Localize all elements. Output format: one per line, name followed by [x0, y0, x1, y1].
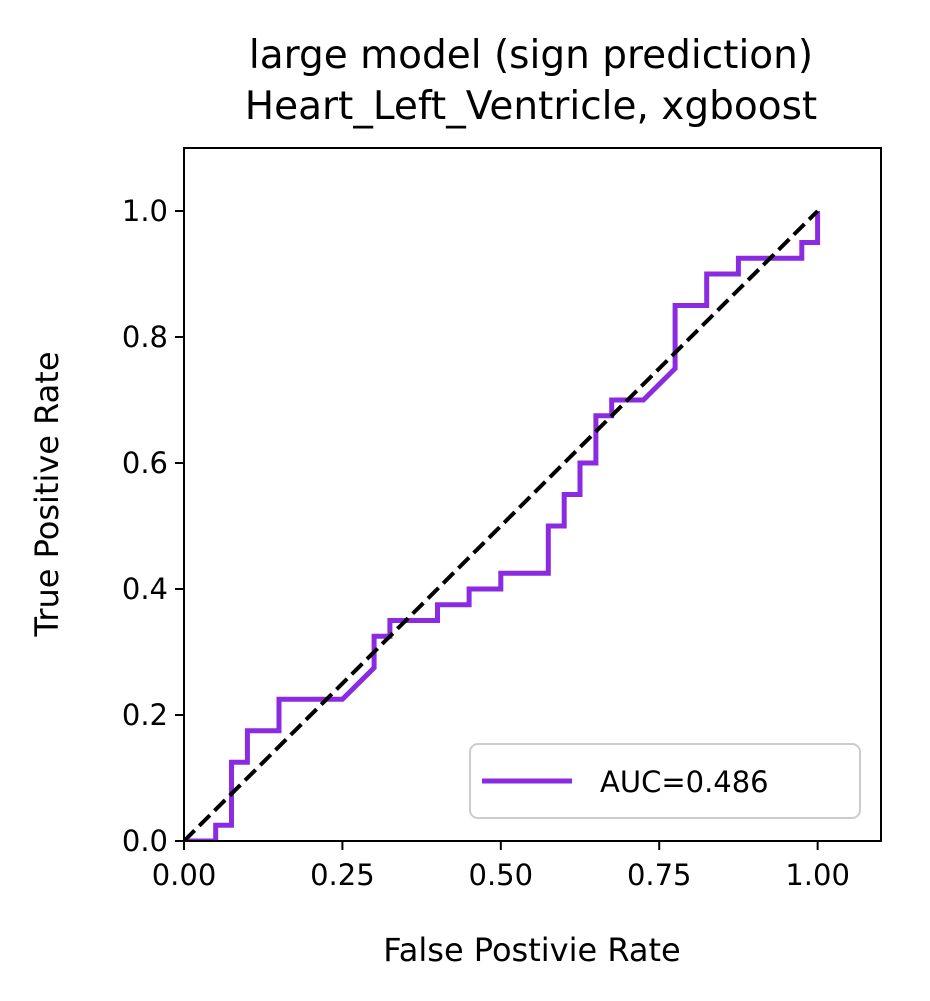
y-tick-label: 0.2	[122, 698, 168, 732]
x-tick-label: 1.00	[785, 858, 850, 892]
y-tick-label: 1.0	[122, 194, 168, 228]
y-tick-label: 0.8	[122, 320, 168, 354]
legend-label: AUC=0.486	[600, 765, 769, 799]
roc-curve-line	[184, 211, 821, 841]
axis-ticks: 0.00 0.25 0.50 0.75 1.00 0.0 0.2 0.4 0.6 0.8 1.0	[122, 194, 850, 892]
x-tick-label: 0.75	[627, 858, 692, 892]
x-tick-label: 0.50	[469, 858, 534, 892]
chart-title-line-2: Heart_Left_Ventricle, xgboost	[245, 84, 817, 129]
chart-title-line-1: large model (sign prediction)	[249, 33, 813, 78]
x-axis-label: False Postivie Rate	[383, 931, 680, 969]
plot-area	[184, 209, 821, 841]
chance-diagonal-line	[184, 209, 820, 841]
y-tick-label: 0.0	[122, 824, 168, 858]
x-tick-label: 0.25	[310, 858, 375, 892]
legend: AUC=0.486	[469, 743, 861, 819]
legend-box	[469, 743, 861, 819]
y-axis-label: True Positive Rate	[28, 351, 66, 637]
y-tick-label: 0.6	[122, 446, 168, 480]
y-tick-label: 0.4	[122, 572, 168, 606]
x-tick-label: 0.00	[152, 858, 217, 892]
plot-frame	[183, 147, 882, 842]
